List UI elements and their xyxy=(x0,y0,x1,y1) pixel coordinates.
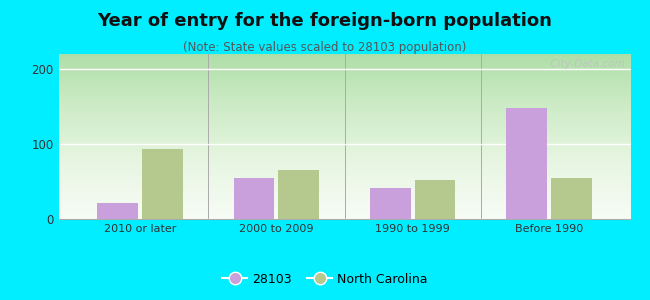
Bar xyxy=(278,170,319,219)
Bar xyxy=(506,108,547,219)
Text: City-Data.com: City-Data.com xyxy=(544,59,625,69)
Bar xyxy=(370,188,411,219)
Bar xyxy=(233,178,274,219)
Bar xyxy=(551,178,592,219)
Bar xyxy=(142,149,183,219)
Bar xyxy=(415,180,456,219)
Text: Year of entry for the foreign-born population: Year of entry for the foreign-born popul… xyxy=(98,12,552,30)
Bar xyxy=(98,202,138,219)
Text: (Note: State values scaled to 28103 population): (Note: State values scaled to 28103 popu… xyxy=(183,40,467,53)
Legend: 28103, North Carolina: 28103, North Carolina xyxy=(218,268,432,291)
